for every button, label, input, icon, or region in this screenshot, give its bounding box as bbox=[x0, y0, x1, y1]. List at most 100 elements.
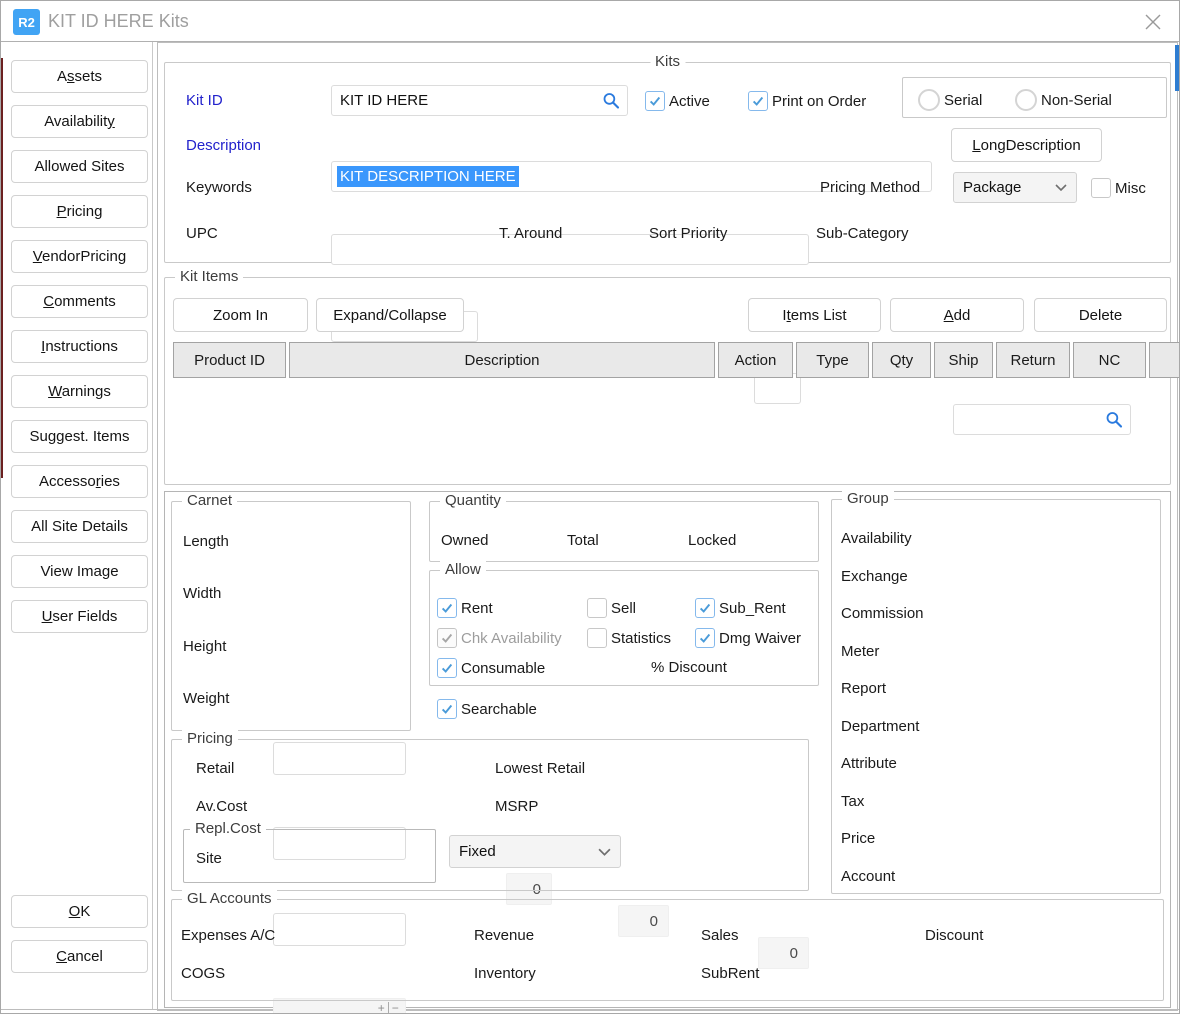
print-on-order-checkbox-box bbox=[748, 91, 768, 111]
sort-priority-input[interactable] bbox=[755, 380, 800, 397]
column-header-description[interactable]: Description bbox=[289, 342, 715, 378]
sidebar-item-accessories[interactable]: Accessories bbox=[11, 465, 148, 498]
height-input[interactable] bbox=[274, 921, 405, 938]
column-header-qty[interactable]: Qty bbox=[872, 342, 931, 378]
check-icon bbox=[441, 633, 453, 643]
length-input[interactable] bbox=[274, 750, 405, 767]
pricing-legend: Pricing bbox=[182, 730, 238, 747]
non-serial-radio[interactable]: Non-Serial bbox=[1015, 89, 1112, 111]
serial-radio[interactable]: Serial bbox=[918, 89, 982, 111]
sub-rent-checkbox-box bbox=[695, 598, 715, 618]
column-header-nc[interactable]: NC bbox=[1073, 342, 1146, 378]
sidebar-item-all-site-details[interactable]: All Site Details bbox=[11, 510, 148, 543]
non-serial-label: Non-Serial bbox=[1041, 91, 1112, 109]
sidebar-item-vendor-pricing[interactable]: VendorPricing bbox=[11, 240, 148, 273]
ok-button[interactable]: OK bbox=[11, 895, 148, 928]
width-input[interactable] bbox=[274, 835, 405, 852]
dmg-waiver-checkbox-box bbox=[695, 628, 715, 648]
zoom-in-button[interactable]: Zoom In bbox=[173, 298, 308, 332]
searchable-checkbox[interactable]: Searchable bbox=[437, 699, 537, 719]
sidebar-item-instructions[interactable]: Instructions bbox=[11, 330, 148, 363]
sub-rent-label: Sub_Rent bbox=[719, 599, 786, 617]
column-header-product-id[interactable]: Product ID bbox=[173, 342, 286, 378]
pricing-method-dropdown[interactable]: Package bbox=[953, 172, 1077, 203]
group-price-label: Price bbox=[841, 829, 876, 847]
group-department-label: Department bbox=[841, 717, 920, 735]
delete-button[interactable]: Delete bbox=[1034, 298, 1167, 332]
items-list-button[interactable]: Items List bbox=[748, 298, 881, 332]
sidebar-item-comments[interactable]: Comments bbox=[11, 285, 148, 318]
sidebar-item-suggest-items[interactable]: Suggest. Items bbox=[11, 420, 148, 453]
print-on-order-checkbox[interactable]: Print on Order bbox=[748, 91, 866, 111]
price-type-value: Fixed bbox=[459, 843, 496, 860]
add-button[interactable]: Add bbox=[890, 298, 1024, 332]
column-header-ship[interactable]: Ship bbox=[934, 342, 993, 378]
group-meter-label: Meter bbox=[841, 642, 880, 660]
sidebar-item-warnings[interactable]: Warnings bbox=[11, 375, 148, 408]
column-header-filler bbox=[1149, 342, 1179, 378]
misc-checkbox[interactable]: Misc bbox=[1091, 178, 1146, 198]
sidebar-item-user-fields[interactable]: User Fields bbox=[11, 600, 148, 633]
keywords-input[interactable] bbox=[332, 241, 808, 258]
close-icon[interactable] bbox=[1143, 12, 1163, 32]
t-around-label: T. Around bbox=[499, 225, 563, 242]
main-panel-border bbox=[157, 42, 1178, 1011]
rent-checkbox[interactable]: Rent bbox=[437, 598, 493, 618]
gl-accounts-legend: GL Accounts bbox=[182, 890, 277, 907]
pricing-method-value: Package bbox=[963, 179, 1022, 196]
rent-checkbox-box bbox=[437, 598, 457, 618]
total-value: 0 bbox=[618, 905, 669, 937]
active-checkbox[interactable]: Active bbox=[645, 91, 710, 111]
serial-label: Serial bbox=[944, 91, 983, 109]
group-availability-label: Availability bbox=[841, 529, 912, 547]
sidebar-item-availability[interactable]: Availability bbox=[11, 105, 148, 138]
sidebar-item-assets[interactable]: Assets bbox=[11, 60, 148, 93]
search-icon[interactable] bbox=[1105, 410, 1124, 429]
kit-items-table-header: Product ID Description Action Type Qty S… bbox=[173, 342, 1179, 378]
statistics-checkbox[interactable]: Statistics bbox=[587, 628, 671, 648]
misc-label: Misc bbox=[1115, 179, 1146, 197]
owned-label: Owned bbox=[441, 531, 489, 549]
keywords-field bbox=[331, 234, 809, 265]
column-header-type[interactable]: Type bbox=[796, 342, 869, 378]
allow-legend: Allow bbox=[440, 561, 486, 578]
sidebar-item-allowed-sites[interactable]: Allowed Sites bbox=[11, 150, 148, 183]
button-label: OK bbox=[68, 903, 91, 920]
sell-checkbox[interactable]: Sell bbox=[587, 598, 636, 618]
calculator-icon[interactable]: + − × ÷ bbox=[375, 1002, 402, 1013]
search-icon[interactable] bbox=[602, 91, 621, 110]
window-title: KIT ID HERE Kits bbox=[48, 11, 189, 31]
sidebar-divider bbox=[152, 42, 153, 1009]
button-label: Allowed Sites bbox=[34, 158, 125, 175]
sub-category-input[interactable] bbox=[954, 411, 1130, 428]
button-label: Delete bbox=[1078, 306, 1123, 324]
inventory-label: Inventory bbox=[474, 965, 536, 982]
sub-rent-checkbox[interactable]: Sub_Rent bbox=[695, 598, 786, 618]
carnet-legend: Carnet bbox=[182, 492, 238, 509]
statistics-checkbox-box bbox=[587, 628, 607, 648]
column-header-return[interactable]: Return bbox=[996, 342, 1070, 378]
consumable-checkbox[interactable]: Consumable bbox=[437, 658, 545, 678]
price-type-dropdown[interactable]: Fixed bbox=[449, 835, 621, 868]
kit-id-input[interactable] bbox=[332, 92, 627, 109]
button-label: VendorPricing bbox=[32, 248, 127, 265]
sidebar-item-pricing[interactable]: Pricing bbox=[11, 195, 148, 228]
locked-value: 0 bbox=[758, 937, 809, 969]
repl-cost-groupbox: Repl.Cost bbox=[183, 820, 436, 883]
expand-collapse-button[interactable]: Expand/Collapse bbox=[316, 298, 464, 332]
chk-availability-checkbox-box bbox=[437, 628, 457, 648]
cancel-button[interactable]: Cancel bbox=[11, 940, 148, 973]
long-description-button[interactable]: LongDescription bbox=[951, 128, 1102, 162]
column-header-action[interactable]: Action bbox=[718, 342, 793, 378]
group-attribute-label: Attribute bbox=[841, 754, 897, 772]
group-report-label: Report bbox=[841, 679, 887, 697]
description-field[interactable]: KIT DESCRIPTION HERE bbox=[331, 161, 932, 192]
description-label: Description bbox=[186, 137, 262, 154]
kits-legend: Kits bbox=[649, 53, 686, 70]
width-field bbox=[273, 827, 406, 860]
r2-app-icon: R2 bbox=[13, 9, 40, 35]
weight-label: Weight bbox=[183, 690, 230, 707]
active-label: Active bbox=[669, 92, 710, 110]
sidebar-item-view-image[interactable]: View Image bbox=[11, 555, 148, 588]
dmg-waiver-checkbox[interactable]: Dmg Waiver bbox=[695, 628, 801, 648]
